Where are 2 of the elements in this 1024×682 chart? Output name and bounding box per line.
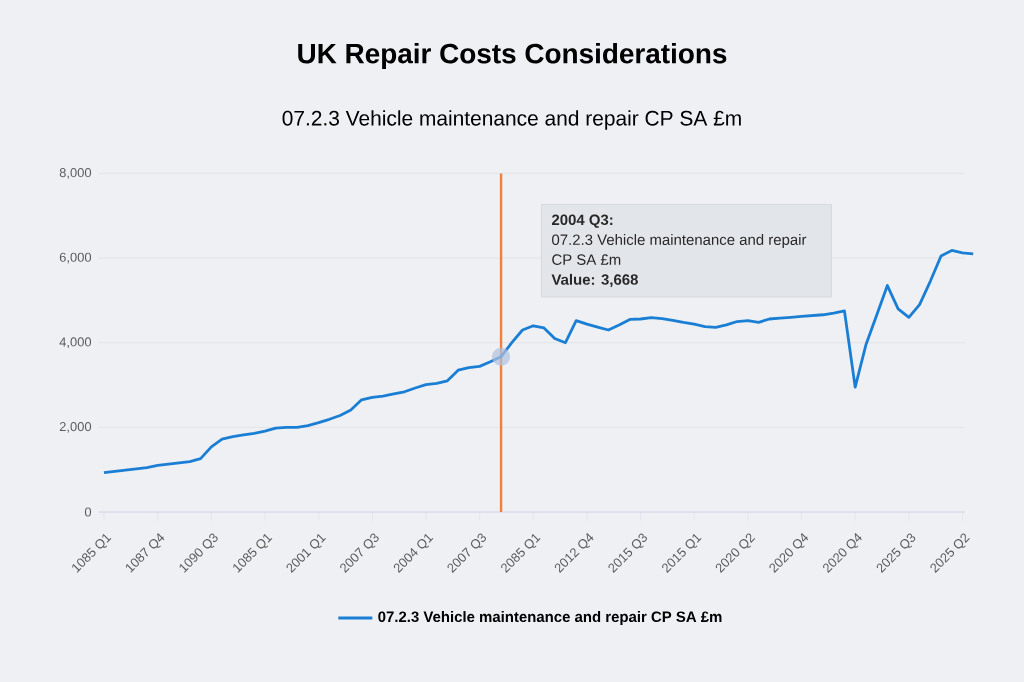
chart-subtitle: 07.2.3 Vehicle maintenance and repair CP SA £m bbox=[282, 110, 741, 130]
chart-title: UK Repair Costs Considerations bbox=[298, 42, 727, 69]
